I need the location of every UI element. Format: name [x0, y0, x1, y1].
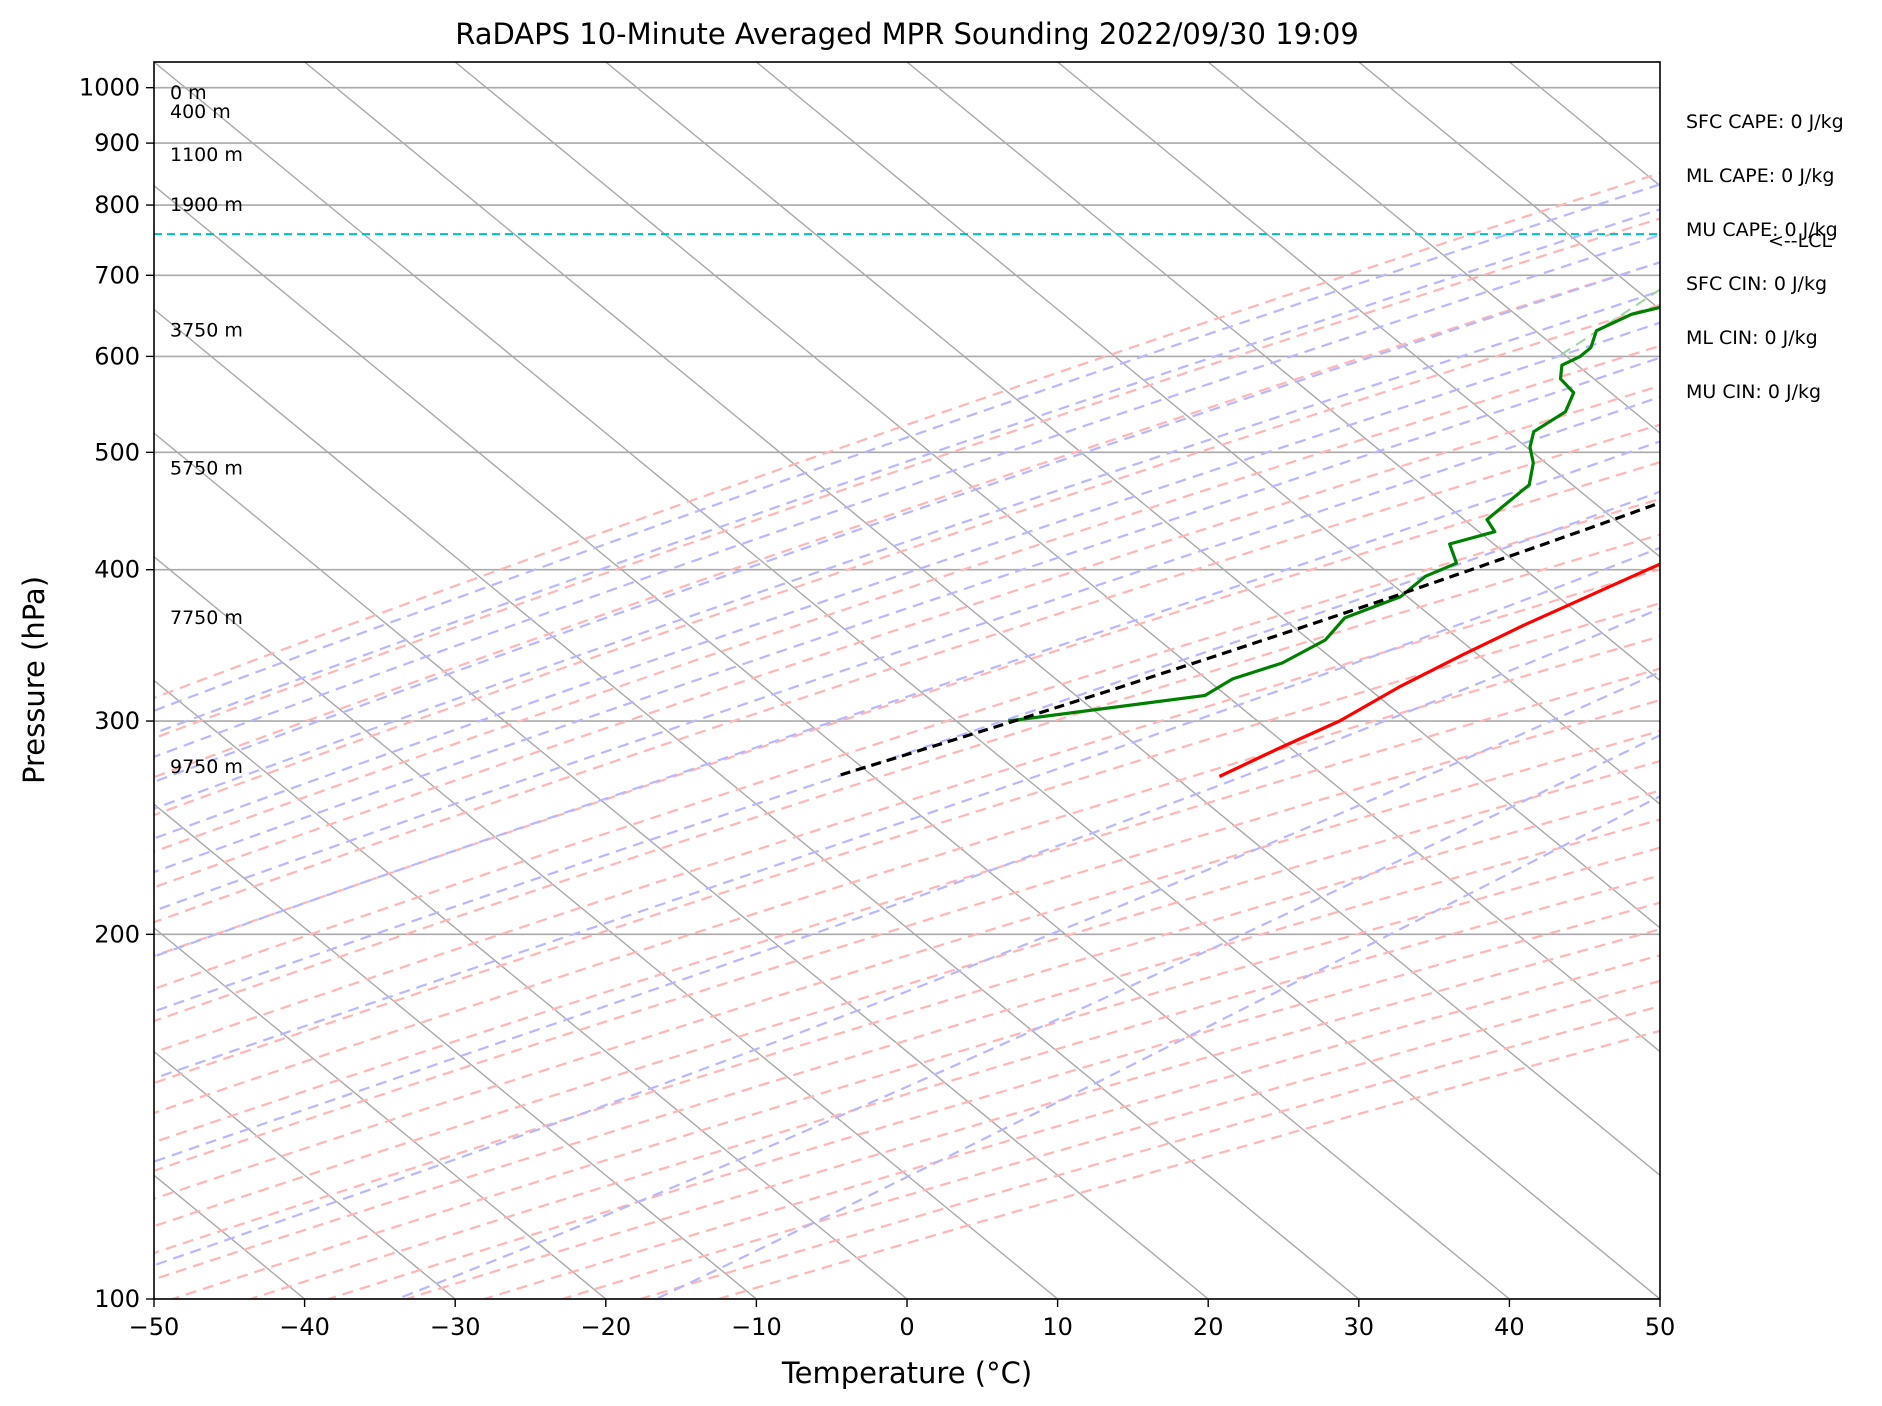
isotherm-line: [1207, 62, 1660, 435]
stability-index-label: SFC CAPE: 0 J/kg: [1686, 111, 1844, 133]
isotherm-line: [906, 62, 1660, 682]
moist-adiabat-line: [154, 395, 1660, 913]
chart-title: RaDAPS 10-Minute Averaged MPR Sounding 2…: [455, 17, 1359, 51]
y-tick-label: 100: [94, 1285, 140, 1313]
y-tick-label: 600: [94, 342, 140, 370]
height-label: 400 m: [170, 101, 231, 123]
stability-indices: SFC CAPE: 0 J/kg ML CAPE: 0 J/kg MU CAPE: …: [1686, 111, 1844, 403]
sounding-traces: [834, 305, 1660, 779]
isotherm-line: [154, 679, 908, 1299]
x-tick-label: 20: [1193, 1313, 1224, 1341]
dewpoint-trace: [1007, 305, 1660, 723]
isotherm-line: [154, 803, 757, 1299]
isotherm-line: [605, 62, 1660, 929]
isotherm-line: [1057, 62, 1660, 558]
x-tick-label: −20: [580, 1313, 631, 1341]
dry-adiabat-line: [154, 497, 1660, 991]
moist-adiabat-line: [154, 183, 1660, 712]
isotherm-line: [154, 308, 1360, 1299]
stability-index-label: SFC CIN: 0 J/kg: [1686, 273, 1827, 295]
moist-adiabat-line: [154, 233, 1660, 759]
parcel-path-trace: [834, 501, 1660, 779]
moist-adiabat-line: [396, 734, 1660, 1299]
x-tick-label: −50: [129, 1313, 180, 1341]
x-tick-label: −10: [731, 1313, 782, 1341]
y-tick-label: 800: [94, 191, 140, 219]
moist-adiabat-line: [154, 670, 1660, 1267]
y-tick-label: 1000: [79, 74, 140, 102]
dry-adiabat-line: [154, 384, 1660, 889]
height-label: 7750 m: [170, 607, 243, 629]
temperature-trace: [1218, 562, 1660, 778]
height-label: 1100 m: [170, 144, 243, 166]
moist-adiabat-line: [154, 356, 1660, 874]
stability-index-label: MU CIN: 0 J/kg: [1686, 381, 1821, 403]
isotherm-line: [154, 1050, 456, 1299]
x-tick-label: 0: [899, 1313, 914, 1341]
stability-index-label: MU CAPE: 0 J/kg: [1686, 219, 1838, 241]
isotherm-line: [154, 926, 607, 1299]
y-tick-label: 300: [94, 707, 140, 735]
moist-adiabat-line: [154, 261, 1660, 783]
moist-adiabat-line: [154, 440, 1660, 958]
y-axis-ticks: 1000 900 800 700 600 500 400 300 200 100: [79, 74, 154, 1313]
x-tick-label: −30: [430, 1313, 481, 1341]
moist-adiabat-line: [154, 607, 1660, 1163]
x-tick-label: 10: [1042, 1313, 1073, 1341]
stability-index-label: ML CAPE: 0 J/kg: [1686, 165, 1834, 187]
x-tick-label: 40: [1494, 1313, 1525, 1341]
height-label: 9750 m: [170, 756, 243, 778]
y-tick-label: 200: [94, 920, 140, 948]
isotherm-line: [154, 432, 1209, 1299]
dry-adiabat-line: [154, 344, 1660, 853]
dry-adiabat-line: [154, 635, 1660, 1115]
dry-adiabat-line: [154, 602, 1660, 1085]
x-axis-label: Temperature (°C): [781, 1356, 1032, 1390]
lcl-label: <--LCL: [1768, 230, 1832, 252]
x-tick-label: −40: [279, 1313, 330, 1341]
dry-adiabat-line: [154, 729, 1660, 1200]
x-tick-label: 50: [1645, 1313, 1676, 1341]
isotherm-line: [154, 62, 1660, 1299]
x-axis-ticks: −50 −40 −30 −20 −10 0 10 20 30 40 50: [129, 1299, 1676, 1341]
dry-adiabat-line: [154, 217, 1660, 740]
y-tick-label: 400: [94, 556, 140, 584]
y-tick-label: 900: [94, 129, 140, 157]
x-tick-label: 30: [1344, 1313, 1375, 1341]
height-label: 3750 m: [170, 320, 243, 342]
stability-index-label: ML CIN: 0 J/kg: [1686, 327, 1818, 349]
moist-adiabat-line: [154, 290, 1660, 810]
height-label: 1900 m: [170, 194, 243, 216]
isotherm-line: [1358, 62, 1660, 311]
moist-adiabat-line: [154, 546, 1660, 1080]
moist-adiabat-line: [154, 321, 1660, 840]
height-label: 5750 m: [170, 457, 243, 479]
dry-adiabat-line: [154, 698, 1660, 1172]
dry-adiabat-line: [154, 261, 1660, 779]
isotherm-line: [454, 62, 1660, 1053]
mixing-ratio-line: [1558, 288, 1660, 358]
height-label: 0 m: [170, 82, 207, 104]
isotherm-line: [304, 62, 1660, 1177]
y-axis-label: Pressure (hPa): [17, 576, 51, 784]
y-tick-label: 500: [94, 438, 140, 466]
moist-adiabat-line: [154, 208, 1660, 735]
isotherm-line: [154, 555, 1059, 1299]
reference-lines: [154, 171, 1660, 1299]
y-tick-label: 700: [94, 261, 140, 289]
